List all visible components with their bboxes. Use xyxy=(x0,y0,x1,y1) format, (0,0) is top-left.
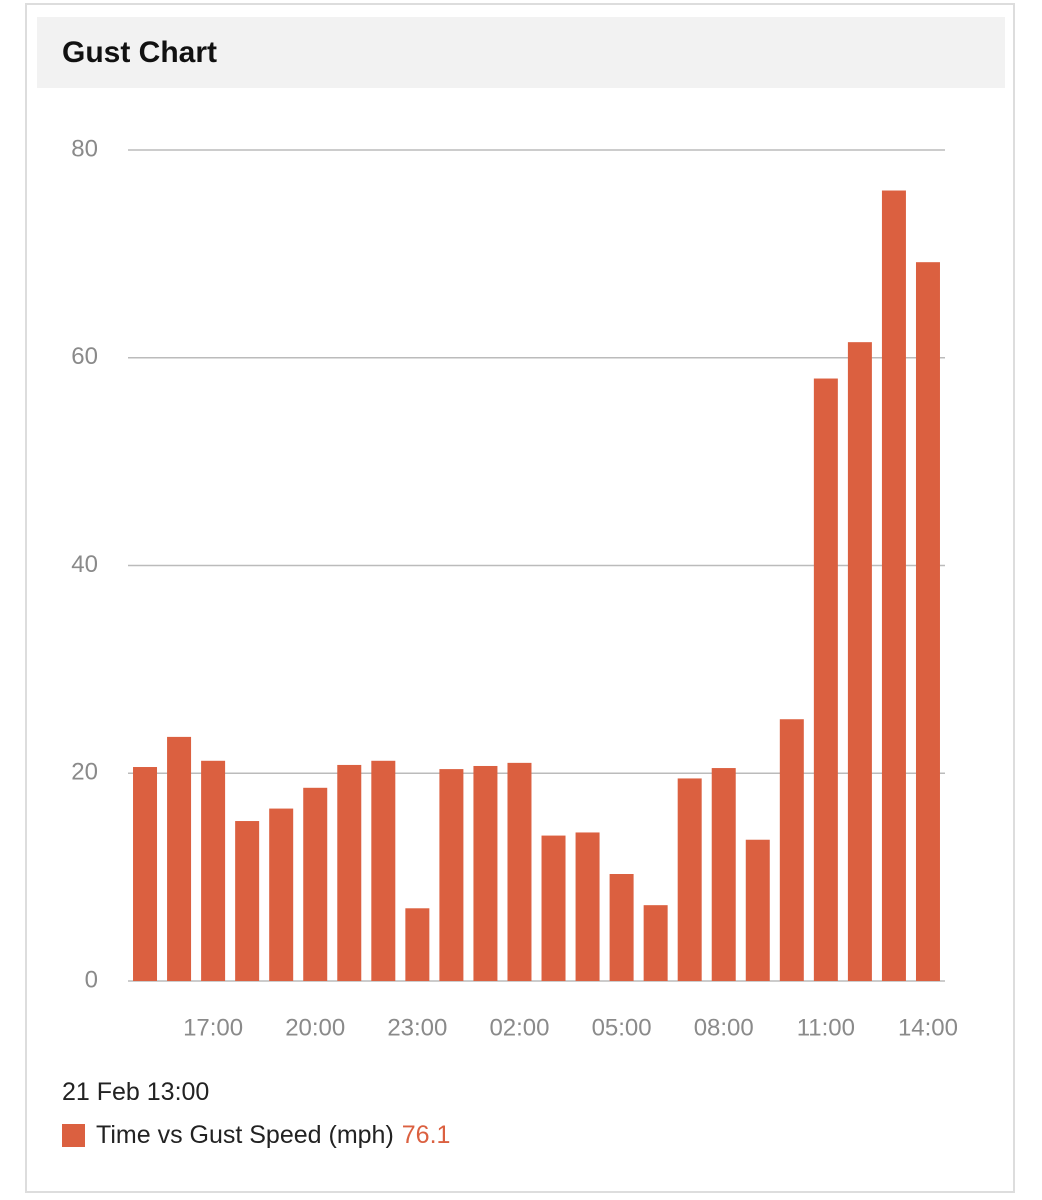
bar xyxy=(269,808,294,981)
chart-title: Gust Chart xyxy=(62,36,218,69)
y-tick-label: 0 xyxy=(85,966,98,993)
x-tick-label: 23:00 xyxy=(387,1014,447,1041)
bar xyxy=(847,342,872,981)
bar xyxy=(541,835,566,981)
bar xyxy=(507,762,532,981)
y-tick-label: 20 xyxy=(71,759,98,786)
y-tick-label: 60 xyxy=(71,343,98,370)
bar xyxy=(575,832,600,981)
bar xyxy=(337,764,362,981)
bar xyxy=(167,736,192,981)
card-header xyxy=(37,17,1005,88)
bar xyxy=(473,765,498,981)
bar xyxy=(405,908,430,981)
x-tick-label: 17:00 xyxy=(183,1014,243,1041)
bar xyxy=(609,874,634,981)
selected-value: 76.1 xyxy=(401,1121,451,1149)
legend-swatch xyxy=(62,1124,85,1147)
bar xyxy=(779,719,804,981)
y-tick-label: 40 xyxy=(71,551,98,578)
x-tick-label: 08:00 xyxy=(694,1014,754,1041)
bar xyxy=(235,821,260,981)
bar xyxy=(303,787,328,981)
bar xyxy=(711,768,736,981)
x-tick-label: 20:00 xyxy=(285,1014,345,1041)
bar xyxy=(133,767,158,981)
x-tick-label: 14:00 xyxy=(898,1014,958,1041)
bar xyxy=(915,262,940,981)
legend: Time vs Gust Speed (mph) 76.1 xyxy=(62,1121,450,1150)
bar xyxy=(881,190,906,982)
x-tick-label: 02:00 xyxy=(489,1014,549,1041)
legend-label: Time vs Gust Speed (mph) xyxy=(96,1121,394,1149)
x-tick-label: 11:00 xyxy=(797,1014,855,1041)
y-tick-label: 80 xyxy=(71,135,98,162)
bar xyxy=(677,778,702,981)
card xyxy=(25,3,1015,1193)
bar xyxy=(371,760,396,981)
bar xyxy=(745,839,770,981)
bar xyxy=(643,905,668,981)
bar xyxy=(201,760,226,981)
bar xyxy=(439,769,464,981)
bar xyxy=(813,378,838,981)
selected-label: 21 Feb 13:00 xyxy=(62,1078,210,1106)
x-tick-label: 05:00 xyxy=(592,1014,652,1041)
